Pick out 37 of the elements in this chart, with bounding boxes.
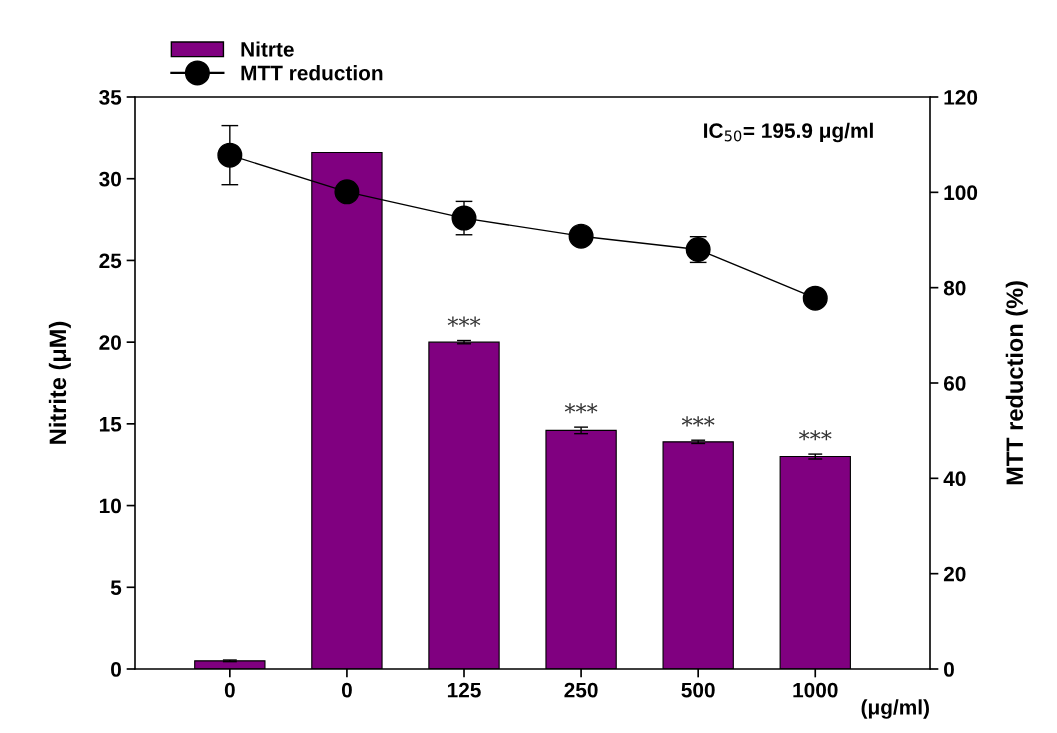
x-tick-label: 125: [447, 682, 481, 698]
x-tick-label: 500: [681, 682, 715, 698]
x-axis-title: (μg/ml): [861, 699, 929, 719]
y-tick-label: 20: [99, 335, 121, 350]
data-label: ***: [447, 316, 481, 327]
point: [334, 179, 360, 205]
y-tick-label: 30: [99, 171, 121, 187]
y2-tick-label: 40: [943, 471, 966, 487]
point: [451, 205, 477, 231]
y-tick-label: 25: [99, 253, 122, 269]
y-tick-label: 0: [111, 662, 121, 677]
y2-tick-label: 20: [943, 566, 966, 582]
x-tick-label: 250: [564, 682, 598, 698]
y2-tick-label: 100: [944, 185, 978, 201]
y-tick-label: 10: [99, 498, 121, 514]
y2-tick-label: 60: [943, 376, 966, 391]
x-tick-label: 1000: [793, 682, 838, 698]
point: [217, 142, 243, 168]
y2-tick-label: 80: [943, 280, 966, 296]
x-tick-label: 0: [224, 682, 235, 698]
data-label: ***: [681, 416, 715, 427]
y-axis-title: Nitrite (μM): [48, 321, 71, 444]
annotation: IC$_{50}$= 195.9 μg/ml: [704, 122, 873, 143]
data-label: ***: [798, 430, 832, 441]
y-tick-label: 35: [99, 90, 122, 105]
y-tick-label: 5: [110, 580, 122, 596]
y2-axis-title: MTT reduction (%): [1005, 281, 1028, 485]
point: [685, 237, 711, 263]
legend-label: MTT reduction: [241, 65, 383, 81]
point: [568, 223, 594, 249]
data-label: ***: [564, 403, 598, 414]
legend-label: Nitrte: [241, 41, 294, 57]
x-tick-label: 0: [341, 682, 352, 698]
y2-tick-label: 120: [944, 90, 978, 105]
point: [802, 285, 828, 311]
y-tick-label: 15: [99, 417, 122, 432]
y2-tick-label: 0: [944, 662, 954, 677]
